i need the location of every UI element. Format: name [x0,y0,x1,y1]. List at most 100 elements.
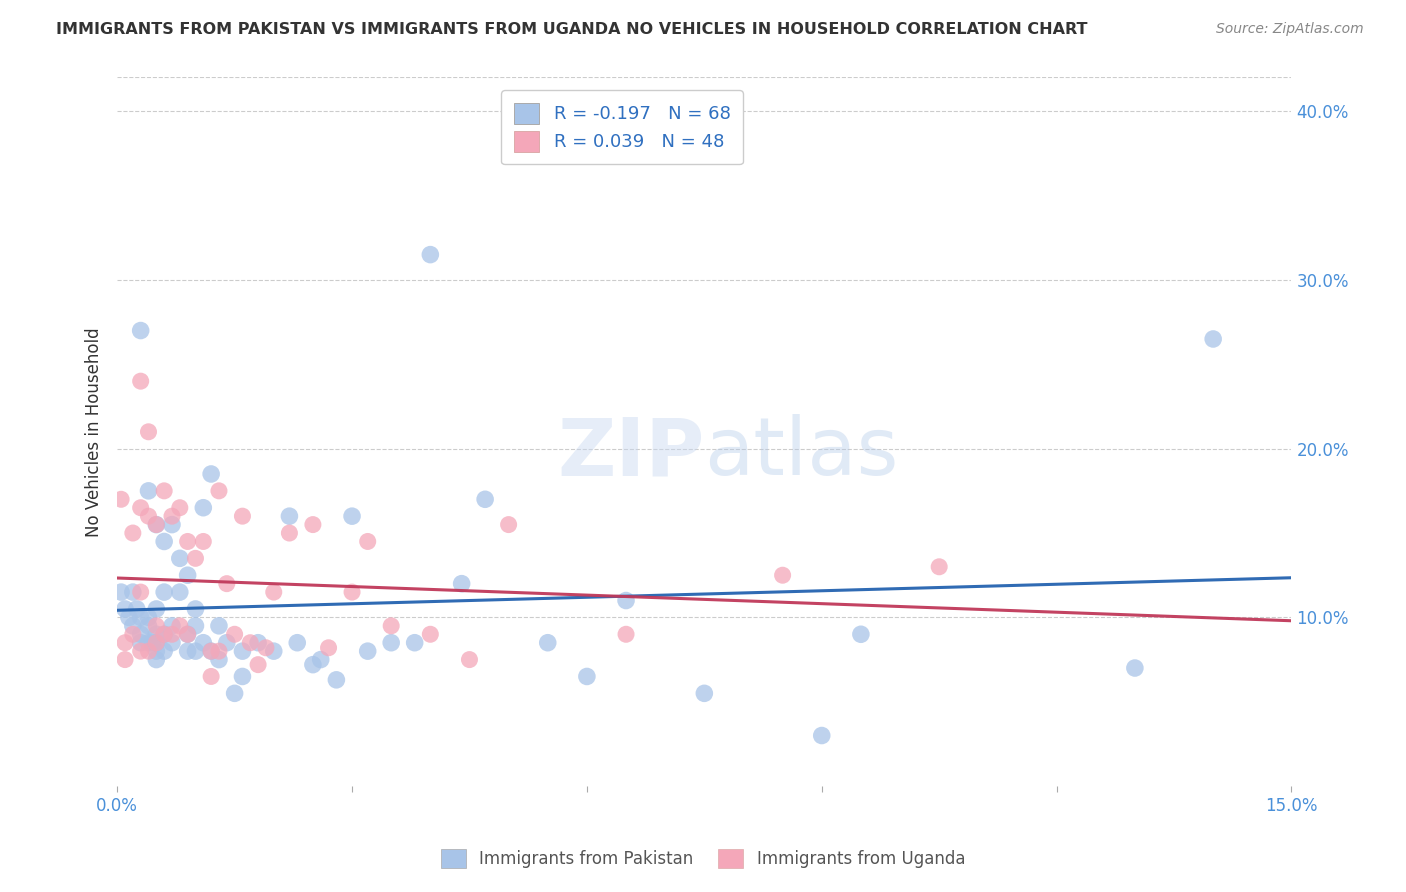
Point [110,492,132,507]
Point [357,534,380,549]
Point [153,627,176,641]
Point [1123,661,1146,675]
Point [160,517,183,532]
Point [380,636,402,650]
Point [849,627,872,641]
Point [340,509,363,524]
Point [129,374,152,388]
Point [302,517,325,532]
Point [614,627,637,641]
Point [498,517,520,532]
Point [145,627,167,641]
Point [121,619,143,633]
Point [160,619,183,633]
Point [224,686,246,700]
Text: IMMIGRANTS FROM PAKISTAN VS IMMIGRANTS FROM UGANDA NO VEHICLES IN HOUSEHOLD CORR: IMMIGRANTS FROM PAKISTAN VS IMMIGRANTS F… [56,22,1088,37]
Point [419,247,441,261]
Point [208,652,231,666]
Point [141,636,163,650]
Point [110,585,132,599]
Point [160,509,183,524]
Point [153,585,176,599]
Point [810,729,832,743]
Point [231,509,253,524]
Point [200,644,222,658]
Point [129,585,152,599]
Point [114,636,136,650]
Point [231,669,253,683]
Point [153,644,176,658]
Point [285,636,308,650]
Point [450,576,472,591]
Point [404,636,426,650]
Point [129,636,152,650]
Point [121,526,143,541]
Point [208,483,231,498]
Point [614,593,637,607]
Y-axis label: No Vehicles in Household: No Vehicles in Household [86,327,103,537]
Point [458,652,481,666]
Point [200,644,222,658]
Point [224,627,246,641]
Point [176,627,198,641]
Point [184,644,207,658]
Point [138,425,160,439]
Point [263,644,285,658]
Point [145,517,167,532]
Point [129,324,152,338]
Point [247,636,270,650]
Point [309,652,332,666]
Point [208,619,231,633]
Point [278,526,301,541]
Point [318,640,340,655]
Point [121,585,143,599]
Point [160,636,183,650]
Text: Source: ZipAtlas.com: Source: ZipAtlas.com [1216,22,1364,37]
Point [169,619,191,633]
Point [153,534,176,549]
Point [145,517,167,532]
Point [176,534,198,549]
Point [231,644,253,658]
Point [121,627,143,641]
Point [145,636,167,650]
Point [193,500,215,515]
Point [254,640,277,655]
Point [114,602,136,616]
Point [145,602,167,616]
Legend: Immigrants from Pakistan, Immigrants from Uganda: Immigrants from Pakistan, Immigrants fro… [434,842,972,875]
Point [160,627,183,641]
Point [129,610,152,624]
Point [129,500,152,515]
Point [928,559,950,574]
Point [153,483,176,498]
Point [114,652,136,666]
Point [193,534,215,549]
Point [380,619,402,633]
Point [772,568,794,582]
Point [145,619,167,633]
Point [474,492,496,507]
Point [138,619,160,633]
Point [184,551,207,566]
Point [129,627,152,641]
Point [325,673,347,687]
Point [302,657,325,672]
Point [138,610,160,624]
Point [138,483,160,498]
Point [176,627,198,641]
Point [169,585,191,599]
Point [129,644,152,658]
Text: ZIP: ZIP [557,414,704,492]
Point [125,602,148,616]
Point [145,636,167,650]
Point [153,627,176,641]
Point [138,509,160,524]
Point [208,644,231,658]
Point [1202,332,1225,346]
Point [537,636,560,650]
Point [138,636,160,650]
Point [169,500,191,515]
Point [200,669,222,683]
Point [138,644,160,658]
